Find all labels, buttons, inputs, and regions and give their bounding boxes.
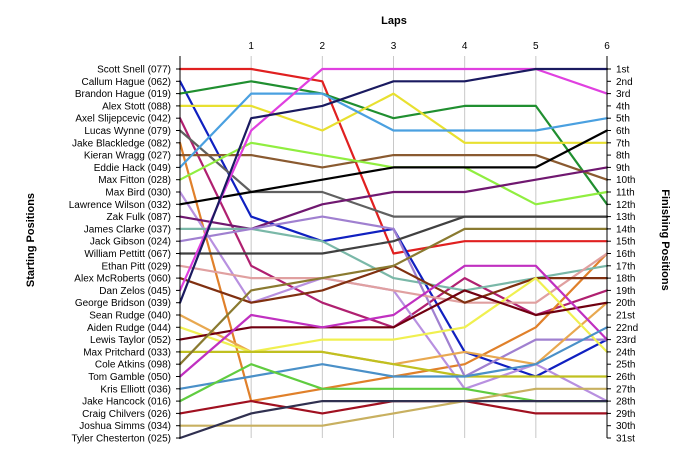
finish-position-label: 22nd [616, 323, 638, 334]
finish-position-label: 19th [616, 286, 635, 297]
series-line-12 [178, 129, 609, 206]
x-tick-label: 1 [248, 41, 254, 52]
finish-position-label: 26th [616, 372, 635, 383]
start-position-label: Axel Slijepcevic (042) [75, 114, 171, 125]
series-line-23 [178, 289, 609, 341]
finish-position-label: 23rd [616, 335, 636, 346]
start-position-label: Eddie Hack (049) [94, 163, 171, 174]
finish-position-label: 5th [616, 114, 630, 125]
finish-position-label: 10th [616, 175, 635, 186]
series-lines [178, 67, 609, 440]
start-position-label: Ethan Pitt (029) [102, 261, 171, 272]
series-line-1 [178, 67, 609, 255]
finish-position-label: 25th [616, 360, 635, 371]
finish-position-label: 4th [616, 101, 630, 112]
finish-position-label: 8th [616, 151, 630, 162]
start-position-label: Tom Gamble (050) [88, 372, 171, 383]
start-position-label: Kieran Wragg (027) [84, 151, 171, 162]
finish-position-label: 13th [616, 212, 635, 223]
finish-position-label: 6th [616, 126, 630, 137]
series-line-30 [178, 387, 609, 427]
start-position-label: Kris Elliott (036) [100, 384, 171, 395]
y-axis-label-left: Starting Positions [25, 193, 37, 287]
finish-position-label: 31st [616, 434, 635, 445]
finish-position-label: 18th [616, 274, 635, 285]
finish-position-label: 7th [616, 138, 630, 149]
finish-position-label: 24th [616, 347, 635, 358]
start-position-label: Joshua Simms (034) [79, 421, 171, 432]
finish-position-label: 14th [616, 224, 635, 235]
start-position-label: Zak Fulk (087) [107, 212, 171, 223]
start-position-label: Lucas Wynne (079) [84, 126, 171, 137]
x-tick-label: 3 [391, 41, 397, 52]
finish-position-label: 30th [616, 421, 635, 432]
start-position-label: Alex McRoberts (060) [74, 274, 171, 285]
finish-position-label: 28th [616, 397, 635, 408]
finish-position-label: 9th [616, 163, 630, 174]
finish-position-label: 1st [616, 65, 630, 76]
start-position-label: James Clarke (037) [84, 224, 171, 235]
x-tick-label: 6 [604, 41, 610, 52]
series-line-17 [178, 252, 609, 304]
y-axis-label-right: Finishing Positions [659, 189, 671, 290]
series-line-3 [178, 80, 609, 206]
starting-position-labels: Scott Snell (077)Callum Hague (062)Brand… [69, 65, 171, 445]
x-tick-label: 4 [462, 41, 468, 52]
start-position-label: Jake Blackledge (082) [72, 138, 171, 149]
finish-position-label: 29th [616, 409, 635, 420]
start-position-label: Jack Gibson (024) [90, 237, 171, 248]
series-line-24 [178, 350, 609, 378]
series-line-8 [178, 154, 609, 181]
grid [179, 56, 608, 438]
series-line-20 [178, 67, 609, 304]
series-line-9 [178, 92, 609, 169]
start-position-label: Max Fitton (028) [98, 175, 171, 186]
start-position-label: Dan Zelos (045) [99, 286, 171, 297]
x-tick-label: 2 [320, 41, 326, 52]
finish-position-label: 17th [616, 261, 635, 272]
series-line-15 [178, 215, 609, 378]
axes [176, 56, 611, 439]
finish-position-label: 20th [616, 298, 635, 309]
start-position-label: Cole Atkins (098) [95, 360, 171, 371]
start-position-label: Lewis Taylor (052) [90, 335, 171, 346]
start-position-label: Brandon Hague (019) [75, 89, 171, 100]
start-position-label: Aiden Rudge (044) [87, 323, 171, 334]
start-position-label: Lawrence Wilson (032) [69, 200, 171, 211]
x-tick-label: 5 [533, 41, 539, 52]
start-position-label: Sean Rudge (040) [89, 311, 171, 322]
start-position-label: Tyler Chesterton (025) [72, 434, 172, 445]
series-line-26 [178, 264, 609, 378]
start-position-label: George Bridson (039) [75, 298, 171, 309]
x-tick-labels: 1 2 3 4 5 6 [248, 41, 610, 52]
finishing-position-labels: 1st2nd3rd4th5th6th7th8th9th10th11th12th1… [616, 65, 638, 445]
start-position-label: Alex Stott (088) [102, 101, 171, 112]
start-position-label: Max Bird (030) [105, 188, 171, 199]
start-position-label: Craig Chilvers (026) [82, 409, 171, 420]
series-line-25 [178, 227, 609, 366]
finish-position-label: 3rd [616, 89, 630, 100]
finish-position-label: 21st [616, 311, 635, 322]
series-line-16 [178, 215, 609, 255]
finish-position-label: 2nd [616, 77, 633, 88]
chart-title: Laps [381, 15, 407, 27]
finish-position-label: 12th [616, 200, 635, 211]
series-line-31 [178, 400, 609, 440]
start-position-label: William Pettitt (067) [84, 249, 171, 260]
start-position-label: Max Pritchard (033) [83, 347, 171, 358]
finish-position-label: 11th [616, 188, 635, 199]
start-position-label: Callum Hague (062) [82, 77, 172, 88]
start-position-label: Jake Hancock (016) [82, 397, 171, 408]
series-line-27 [178, 326, 609, 390]
series-line-4 [178, 92, 609, 144]
start-position-label: Scott Snell (077) [97, 65, 171, 76]
finish-position-label: 15th [616, 237, 635, 248]
finish-position-label: 16th [616, 249, 635, 260]
finish-position-label: 27th [616, 384, 635, 395]
